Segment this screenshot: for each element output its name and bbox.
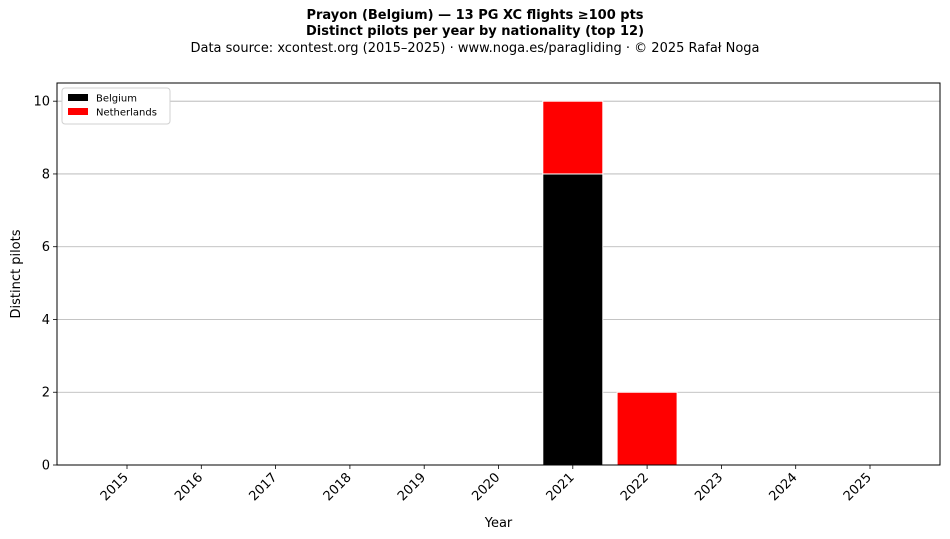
legend-entry: Belgium xyxy=(96,94,137,105)
x-tick-label: 2023 xyxy=(692,470,726,504)
x-tick-label: 2020 xyxy=(469,470,503,504)
x-tick-label: 2015 xyxy=(98,470,132,504)
bar-netherlands-2021 xyxy=(542,100,604,175)
bar-belgium-2021 xyxy=(542,173,604,466)
chart-subtitle: Distinct pilots per year by nationality … xyxy=(305,24,645,39)
legend-swatch xyxy=(68,94,88,101)
plot-frame xyxy=(56,82,941,466)
x-tick-label: 2019 xyxy=(395,470,429,504)
legend-box xyxy=(61,87,171,125)
y-axis-label: Distinct pilots xyxy=(9,229,24,318)
bar-netherlands-2022 xyxy=(616,391,678,466)
chart-source: Data source: xcontest.org (2015–2025) · … xyxy=(190,41,760,56)
legend-swatch xyxy=(68,108,88,115)
chart-title: Prayon (Belgium) — 13 PG XC flights ≥100… xyxy=(306,8,644,23)
y-tick-label: 10 xyxy=(33,95,50,110)
gridlines xyxy=(57,100,940,466)
x-tick-label: 2025 xyxy=(841,470,875,504)
y-tick-label: 2 xyxy=(42,386,50,401)
x-axis-ticks: 2015 2016 2017 2018 2019 2020 2021 2022 2023 2024… xyxy=(98,465,875,504)
y-tick-label: 8 xyxy=(42,167,50,182)
x-tick-label: 2016 xyxy=(172,470,206,504)
x-tick-label: 2018 xyxy=(321,470,355,504)
y-tick-label: 0 xyxy=(42,459,50,474)
y-tick-label: 6 xyxy=(42,240,50,255)
x-tick-label: 2021 xyxy=(544,470,578,504)
legend: Belgium Netherlands xyxy=(61,87,171,125)
x-tick-label: 2024 xyxy=(767,470,801,504)
y-axis-ticks: 0 2 4 6 8 10 xyxy=(33,95,57,474)
x-tick-label: 2017 xyxy=(246,470,280,504)
bars xyxy=(542,100,678,466)
x-axis-label: Year xyxy=(484,516,513,531)
y-tick-label: 4 xyxy=(42,313,50,328)
legend-entry: Netherlands xyxy=(96,108,157,119)
chart-titles: Prayon (Belgium) — 13 PG XC flights ≥100… xyxy=(0,8,950,57)
x-tick-label: 2022 xyxy=(618,470,652,504)
